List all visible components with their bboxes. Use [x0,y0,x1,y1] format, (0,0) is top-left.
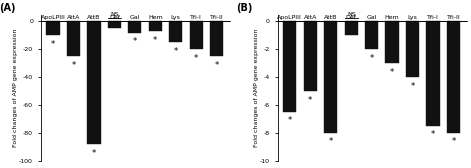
Text: Lys: Lys [171,15,181,20]
Text: *: * [308,96,312,104]
Text: AttA: AttA [304,15,317,20]
Text: Gal: Gal [366,15,377,20]
Text: *: * [390,68,394,77]
Text: Hem: Hem [148,15,162,20]
Text: AttA: AttA [67,15,80,20]
Text: *: * [71,61,75,70]
Text: ApoLPIII: ApoLPIII [41,15,65,20]
Bar [447,22,460,133]
Bar [385,22,399,63]
Bar [345,22,358,35]
Text: *: * [451,137,455,146]
Bar [67,22,80,56]
Text: Tfi-I: Tfi-I [427,15,439,20]
Text: Gal: Gal [130,15,140,20]
Text: NS: NS [110,12,119,17]
Bar [149,22,162,31]
Text: Tfi-II: Tfi-II [210,15,224,20]
Bar [406,22,419,77]
Text: Tfi-I: Tfi-I [190,15,202,20]
Text: *: * [133,37,137,46]
Text: *: * [214,61,219,70]
Text: Def: Def [109,15,120,20]
Y-axis label: Fold changes of AMP gene expression: Fold changes of AMP gene expression [13,28,18,147]
Bar [169,22,182,42]
Text: *: * [51,40,55,49]
Bar [210,22,223,56]
Text: *: * [370,54,374,63]
Bar [46,22,60,35]
Bar [87,22,100,144]
Text: Lys: Lys [408,15,418,20]
Text: *: * [174,47,178,56]
Text: AttB: AttB [324,15,337,20]
Text: (B): (B) [236,3,252,13]
Text: *: * [92,149,96,158]
Bar [283,22,296,112]
Y-axis label: Fold changes of AMP gene expression: Fold changes of AMP gene expression [253,28,259,147]
Text: Tfi-II: Tfi-II [447,15,461,20]
Text: Def: Def [346,15,357,20]
Text: *: * [153,36,157,45]
Bar [189,22,203,49]
Text: *: * [194,54,198,63]
Text: *: * [329,137,333,146]
Bar [426,22,440,126]
Text: *: * [411,82,415,91]
Text: AttB: AttB [87,15,100,20]
Bar [324,22,337,133]
Text: (A): (A) [0,3,16,13]
Text: NS: NS [347,12,356,17]
Text: *: * [288,116,292,125]
Bar [128,22,141,33]
Text: ApoLPIII: ApoLPIII [277,15,302,20]
Text: *: * [431,130,435,139]
Bar [108,22,121,28]
Text: Hem: Hem [385,15,399,20]
Bar [304,22,317,91]
Bar [365,22,378,49]
